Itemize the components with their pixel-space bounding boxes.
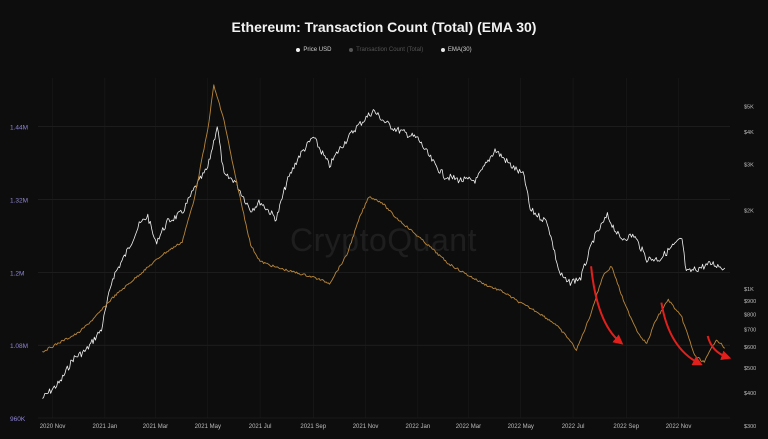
- x-tick-label: 2020 Nov: [40, 424, 66, 430]
- x-tick-label: 2022 Jul: [562, 424, 585, 430]
- y-left-tick-label: 1.08M: [10, 343, 28, 350]
- legend-label-ema: EMA(30): [447, 47, 472, 53]
- annotation-arrow: [590, 266, 624, 345]
- x-tick-label: 2021 Nov: [353, 424, 379, 430]
- annotation-arrow: [660, 302, 703, 366]
- x-tick-label: 2022 Mar: [456, 424, 481, 430]
- y-right-tick-label: $900: [744, 299, 756, 305]
- x-tick-label: 2021 Jan: [93, 424, 118, 430]
- legend-dot-icon: [440, 48, 445, 52]
- y-right-tick-label: $800: [744, 313, 756, 319]
- x-tick-label: 2022 Jan: [406, 424, 431, 430]
- y-left-tick-label: 1.2M: [10, 270, 24, 277]
- legend: Price USD Transaction Count (Total) EMA(…: [0, 47, 768, 54]
- series-line-tx-count: [42, 84, 726, 363]
- y-right-tick-label: $4K: [744, 130, 754, 136]
- legend-label-price: Price USD: [303, 47, 332, 53]
- y-right-tick-label: $500: [744, 366, 756, 372]
- x-tick-label: 2022 May: [508, 424, 534, 430]
- y-right-tick-label: $2K: [744, 209, 754, 215]
- x-tick-label: 2021 Mar: [143, 424, 168, 430]
- legend-dot-icon: [349, 48, 354, 52]
- series-line-price: [42, 109, 726, 399]
- legend-label-tx-count: Transaction Count (Total): [356, 47, 424, 53]
- x-tick-label: 2021 May: [195, 424, 221, 430]
- y-right-tick-label: $3K: [744, 162, 754, 168]
- y-right-tick-label: $300: [744, 424, 756, 430]
- legend-item-price[interactable]: Price USD: [296, 47, 331, 53]
- legend-item-tx-count[interactable]: Transaction Count (Total): [349, 47, 423, 53]
- watermark: CryptoQuant: [290, 222, 477, 258]
- legend-dot-icon: [296, 48, 301, 52]
- x-tick-label: 2022 Sep: [613, 424, 639, 430]
- y-left-tick-label: 1.32M: [10, 197, 28, 204]
- x-tick-label: 2021 Sep: [300, 424, 326, 430]
- legend-item-ema[interactable]: EMA(30): [440, 47, 472, 53]
- y-right-tick-label: $700: [744, 328, 756, 334]
- annotation-arrow: [706, 335, 732, 361]
- chart-title: Ethereum: Transaction Count (Total) (EMA…: [231, 19, 537, 35]
- x-tick-label: 2022 Nov: [666, 424, 692, 430]
- y-left-tick-label: 960K: [10, 416, 26, 423]
- y-right-tick-label: $600: [744, 345, 756, 351]
- y-right-tick-label: $5K: [744, 105, 754, 111]
- y-left-tick-label: 1.44M: [10, 125, 28, 132]
- y-right-tick-label: $1K: [744, 287, 754, 293]
- x-tick-label: 2021 Jul: [249, 424, 272, 430]
- y-right-tick-label: $400: [744, 391, 756, 397]
